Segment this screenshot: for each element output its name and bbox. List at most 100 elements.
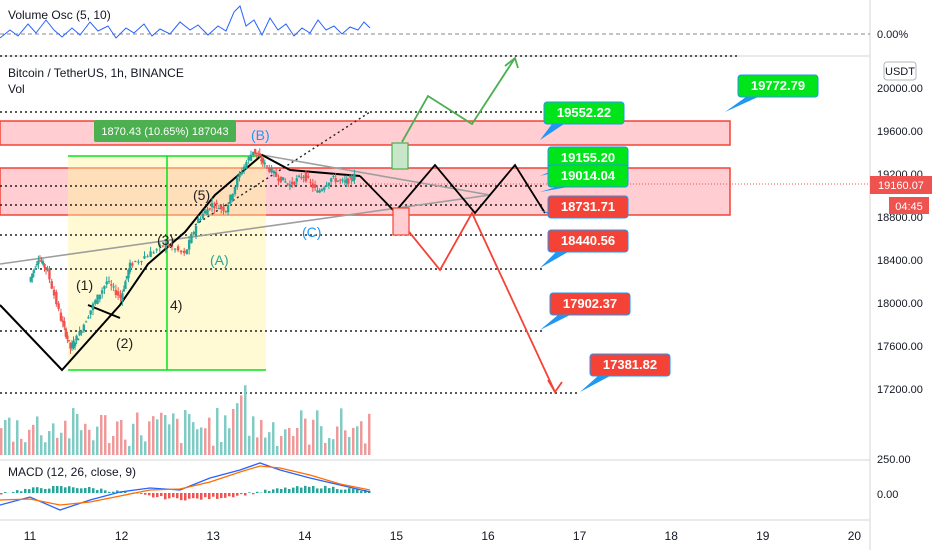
callout-box (549, 292, 631, 316)
volume-bar (40, 435, 43, 455)
volume-bar (84, 423, 87, 455)
candle-body (286, 183, 289, 185)
macd-bar (240, 493, 243, 495)
macd-bar (40, 488, 43, 493)
macd-bar (244, 493, 247, 496)
macd-bar (80, 488, 83, 493)
volume-bar (296, 427, 299, 455)
candle-body (119, 294, 122, 298)
macd-bar (76, 488, 79, 493)
volume-bar (128, 446, 131, 455)
candle-body (34, 268, 37, 270)
time-tick-15: 15 (390, 529, 404, 543)
candle-body (100, 290, 104, 294)
volume-bar (224, 415, 227, 455)
candle-body (257, 154, 260, 156)
volume-bar (288, 427, 291, 455)
macd-bar (36, 487, 39, 493)
candle-body (137, 261, 140, 263)
candle-body (46, 268, 49, 271)
candles (29, 148, 356, 354)
volume-bar (336, 426, 339, 455)
candle-body (66, 335, 69, 340)
candle-body (268, 167, 271, 172)
candle-body (155, 249, 158, 251)
volume-bar (48, 431, 51, 455)
callout-pointer (540, 315, 570, 330)
macd-bar (268, 490, 271, 493)
macd-bar (116, 490, 119, 493)
candle-body (75, 335, 78, 340)
volume-bar (80, 430, 83, 455)
time-tick-20: 20 (848, 529, 862, 543)
macd-bar (156, 493, 159, 498)
current-price-value: 19160.07 (878, 180, 924, 192)
price-axis[interactable]: USDT 20000.0019600.0019200.0018800.00184… (870, 29, 932, 501)
candle-body (61, 320, 65, 323)
macd-bar (64, 487, 67, 493)
macd-tick-0: 0.00 (877, 489, 898, 501)
macd-bar (256, 491, 259, 493)
volume-bar (44, 442, 47, 455)
volume-bar (96, 426, 99, 455)
time-tick-18: 18 (665, 529, 679, 543)
candle-body (291, 181, 294, 185)
candle-body (59, 312, 63, 321)
time-axis[interactable]: 11 12 13 14 15 16 17 18 19 20 (24, 529, 862, 543)
volume-bar (236, 403, 239, 455)
candle-body (229, 194, 232, 204)
macd-bar (120, 492, 123, 493)
candle-body (32, 270, 36, 274)
candle-body (131, 263, 134, 266)
candle-body (122, 289, 126, 292)
macd-bar (24, 488, 27, 493)
macd-bar (276, 488, 279, 493)
candle-body (182, 250, 186, 254)
volume-bar (192, 422, 195, 455)
candle-body (272, 170, 276, 174)
candle-body (64, 328, 68, 337)
volume-osc-panel: Volume Osc (5, 10) (0, 5, 870, 39)
macd-bar (356, 489, 359, 493)
time-tick-12: 12 (115, 529, 129, 543)
volume-bar (132, 423, 135, 455)
volume-bar (204, 428, 207, 455)
macd-bar (104, 490, 107, 493)
target-label-6: 17902.37 (563, 296, 617, 311)
macd-bar (140, 493, 143, 494)
macd-bar (352, 488, 355, 493)
volume-bar (276, 445, 279, 455)
volume-bar (272, 422, 275, 455)
macd-bar (196, 493, 199, 499)
price-tick-0: 20000.00 (877, 83, 923, 95)
macd-bar (192, 493, 195, 499)
candle-body (284, 181, 287, 183)
macd-bar (16, 490, 19, 493)
macd-bar (112, 491, 115, 493)
countdown-badge (889, 197, 929, 214)
macd-bar (108, 491, 111, 493)
candle-body (91, 303, 95, 311)
candle-body (293, 181, 296, 185)
candle-body (110, 284, 113, 286)
volume-bar (248, 435, 251, 455)
wave-label-4: 4) (170, 297, 182, 313)
callout-pointer (540, 124, 564, 140)
candle-body (80, 331, 83, 334)
volume-bar (208, 417, 211, 455)
target-label-3: 19014.04 (561, 168, 616, 183)
macd-bar (324, 485, 327, 493)
candle-body (114, 289, 118, 295)
volume-bar (140, 435, 143, 455)
candle-body (265, 165, 269, 167)
candle-body (348, 176, 352, 178)
currency-badge-label[interactable]: USDT (885, 66, 915, 78)
macd-bar (28, 489, 31, 493)
candle-body (134, 261, 137, 263)
candle-body (124, 281, 127, 289)
candle-body (192, 231, 195, 235)
candle-body (351, 179, 355, 181)
volume-bar (124, 439, 127, 455)
candle-body (143, 256, 146, 259)
